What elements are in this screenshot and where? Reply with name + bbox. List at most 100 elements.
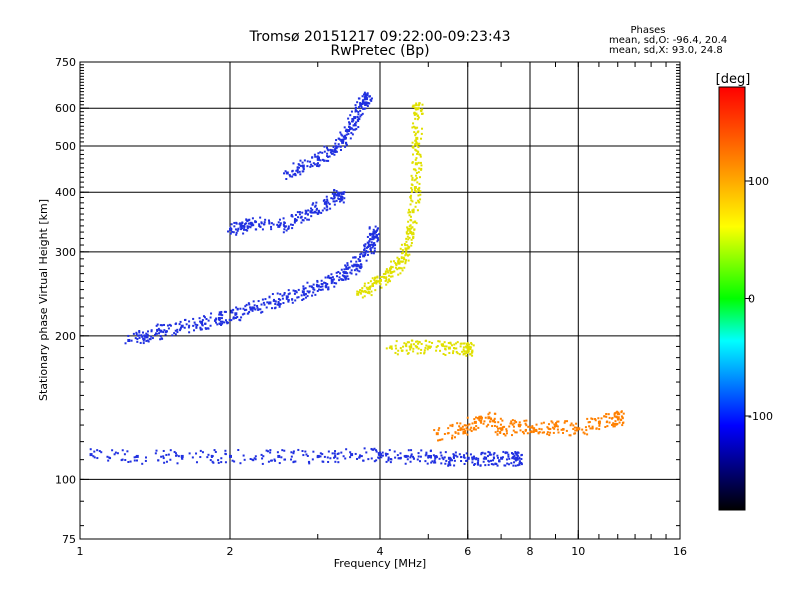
data-point	[218, 311, 221, 314]
y-tick-label: 500	[55, 140, 76, 153]
data-point	[274, 300, 277, 303]
data-point	[249, 306, 252, 309]
data-point	[604, 425, 607, 428]
data-point	[227, 230, 230, 233]
data-point	[246, 225, 249, 228]
data-point	[291, 215, 294, 218]
data-point	[226, 322, 229, 325]
data-point	[377, 456, 380, 459]
data-point	[515, 453, 518, 456]
data-point	[270, 222, 273, 225]
data-point	[477, 461, 480, 464]
data-point	[390, 458, 393, 461]
data-point	[159, 324, 162, 327]
data-point	[297, 448, 300, 451]
data-point	[388, 279, 391, 282]
data-point	[504, 451, 507, 454]
data-point	[251, 309, 254, 312]
data-point	[127, 461, 130, 464]
data-point	[129, 460, 132, 463]
data-point	[312, 288, 315, 291]
data-point	[473, 462, 476, 465]
data-point	[520, 463, 523, 466]
data-point	[389, 271, 393, 275]
data-point	[207, 319, 210, 322]
data-point	[436, 345, 439, 348]
data-point	[415, 107, 419, 111]
data-point	[589, 427, 592, 430]
data-point	[470, 343, 473, 346]
data-point	[199, 326, 202, 329]
data-point	[96, 457, 99, 460]
data-point	[420, 342, 423, 345]
data-point	[308, 462, 311, 465]
data-point	[416, 144, 419, 147]
data-point	[435, 432, 439, 436]
data-point	[163, 329, 166, 332]
data-point	[356, 457, 359, 460]
data-point	[311, 208, 314, 211]
data-point	[420, 348, 423, 351]
data-point	[335, 271, 338, 274]
data-point	[355, 121, 358, 124]
data-point	[521, 430, 524, 433]
data-point	[369, 280, 372, 283]
data-point	[326, 456, 329, 459]
data-point	[442, 458, 445, 461]
data-point	[347, 277, 350, 280]
data-point	[437, 340, 440, 343]
data-point	[342, 278, 345, 281]
data-point	[306, 218, 309, 221]
data-point	[147, 340, 150, 343]
data-point	[420, 449, 423, 452]
data-point	[411, 210, 415, 214]
data-point	[336, 275, 339, 278]
data-point	[482, 457, 485, 460]
data-point	[393, 270, 396, 273]
data-point	[316, 162, 319, 165]
data-point	[349, 114, 352, 117]
data-point	[594, 418, 597, 421]
data-point	[394, 261, 397, 264]
data-point	[361, 287, 364, 290]
data-point	[325, 200, 328, 203]
data-point	[465, 427, 468, 430]
data-point	[253, 457, 256, 460]
data-point	[480, 417, 483, 420]
data-point	[333, 203, 336, 206]
data-point	[316, 164, 319, 167]
data-point	[300, 215, 303, 218]
data-point	[138, 330, 141, 333]
data-point	[181, 457, 184, 460]
data-point	[498, 427, 501, 430]
data-point	[479, 464, 482, 467]
data-point	[188, 324, 191, 327]
data-point	[231, 459, 234, 462]
data-point	[343, 276, 346, 279]
data-point	[354, 107, 357, 110]
data-point	[364, 107, 367, 110]
data-point	[150, 329, 153, 332]
data-point	[380, 286, 383, 289]
data-point	[100, 451, 103, 454]
data-point	[410, 343, 413, 346]
data-point	[323, 159, 326, 162]
data-point	[337, 137, 340, 140]
data-point	[333, 200, 336, 203]
data-point	[457, 432, 460, 435]
data-point	[263, 303, 266, 306]
data-point	[364, 101, 367, 104]
data-point	[514, 431, 517, 434]
data-point	[613, 415, 616, 418]
data-point	[462, 342, 465, 345]
data-point	[463, 350, 466, 353]
data-point	[477, 426, 480, 429]
data-point	[419, 155, 422, 158]
data-point	[357, 120, 360, 123]
data-point	[234, 228, 237, 231]
data-point	[453, 464, 456, 467]
data-point	[414, 344, 417, 347]
data-point	[513, 419, 516, 422]
data-point	[366, 94, 369, 97]
data-point	[142, 337, 145, 340]
